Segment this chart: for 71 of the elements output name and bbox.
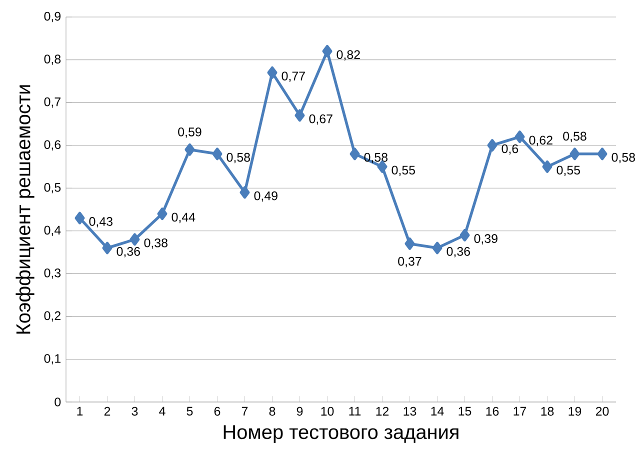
- x-tick-label: 5: [186, 406, 193, 416]
- x-tick-label: 13: [404, 406, 416, 416]
- data-label: 0,39: [474, 234, 498, 244]
- point: [350, 148, 360, 160]
- data-label: 0,36: [116, 247, 140, 258]
- x-tick-label: 18: [541, 406, 554, 416]
- data-label: 0,38: [144, 238, 168, 249]
- point: [404, 238, 415, 250]
- point: [432, 242, 442, 254]
- y-tick-label: 0,5: [44, 182, 61, 194]
- x-tick-label: 2: [104, 406, 110, 416]
- point: [212, 148, 222, 160]
- x-tick-label: 17: [514, 406, 526, 416]
- point: [597, 148, 608, 160]
- x-tick-label: 7: [242, 406, 248, 416]
- point: [294, 109, 305, 122]
- point: [570, 148, 580, 160]
- y-tick-label: 0,9: [44, 12, 61, 22]
- x-tick-label: 6: [214, 406, 220, 416]
- point: [74, 212, 85, 224]
- y-tick-label: 0,4: [44, 226, 61, 236]
- point: [514, 130, 525, 144]
- y-tick-label: 0: [54, 398, 61, 406]
- x-tick-label: 9: [296, 406, 303, 416]
- x-tick-label: 15: [458, 406, 472, 416]
- point: [542, 160, 552, 173]
- point: [184, 143, 195, 156]
- x-tick-label: 10: [321, 406, 334, 416]
- data-label: 0,37: [398, 256, 422, 268]
- point: [157, 208, 168, 220]
- x-tick-label: 19: [568, 406, 582, 416]
- point: [240, 186, 250, 199]
- y-tick-label: 0,2: [44, 311, 60, 322]
- data-label: 0,55: [392, 166, 416, 176]
- x-axis-title: Номер тестового задания: [224, 425, 458, 444]
- data-label: 0,62: [529, 136, 552, 146]
- y-axis-title: Коэффициент решаемости: [16, 85, 34, 334]
- point: [130, 233, 140, 246]
- data-label: 0,55: [556, 166, 580, 176]
- x-tick-label: 3: [132, 406, 138, 416]
- x-tick-label: 1: [77, 406, 83, 416]
- point: [487, 139, 498, 152]
- data-label: 0,58: [563, 132, 586, 142]
- point: [102, 242, 112, 254]
- data-label: 0,77: [282, 72, 305, 82]
- data-label: 0,59: [178, 128, 202, 138]
- data-label: 0,36: [446, 247, 470, 258]
- x-tick-label: 11: [349, 406, 361, 416]
- y-tick-label: 0,8: [44, 54, 61, 65]
- x-tick-label: 14: [431, 406, 444, 416]
- data-label: 0,49: [254, 191, 278, 202]
- point: [267, 66, 278, 79]
- point: [460, 228, 470, 242]
- data-label: 0,58: [364, 152, 388, 164]
- x-tick-label: 8: [269, 406, 276, 416]
- y-tick-label: 0,3: [44, 268, 61, 279]
- y-tick-label: 0,1: [44, 354, 61, 364]
- x-tick-label: 12: [376, 406, 389, 416]
- data-label: 0,44: [172, 212, 196, 224]
- data-label: 0,6: [502, 144, 518, 155]
- x-tick-label: 16: [486, 406, 499, 416]
- data-label: 0,58: [226, 152, 250, 164]
- point: [322, 45, 332, 58]
- x-tick-label: 4: [159, 406, 166, 416]
- y-tick-label: 0,6: [44, 140, 61, 150]
- data-label: 0,58: [612, 152, 635, 164]
- data-label: 0,67: [309, 114, 332, 125]
- x-tick-label: 20: [596, 406, 609, 416]
- data-label: 0,43: [89, 217, 112, 228]
- data-label: 0,82: [336, 50, 360, 61]
- y-tick-label: 0,7: [44, 97, 60, 108]
